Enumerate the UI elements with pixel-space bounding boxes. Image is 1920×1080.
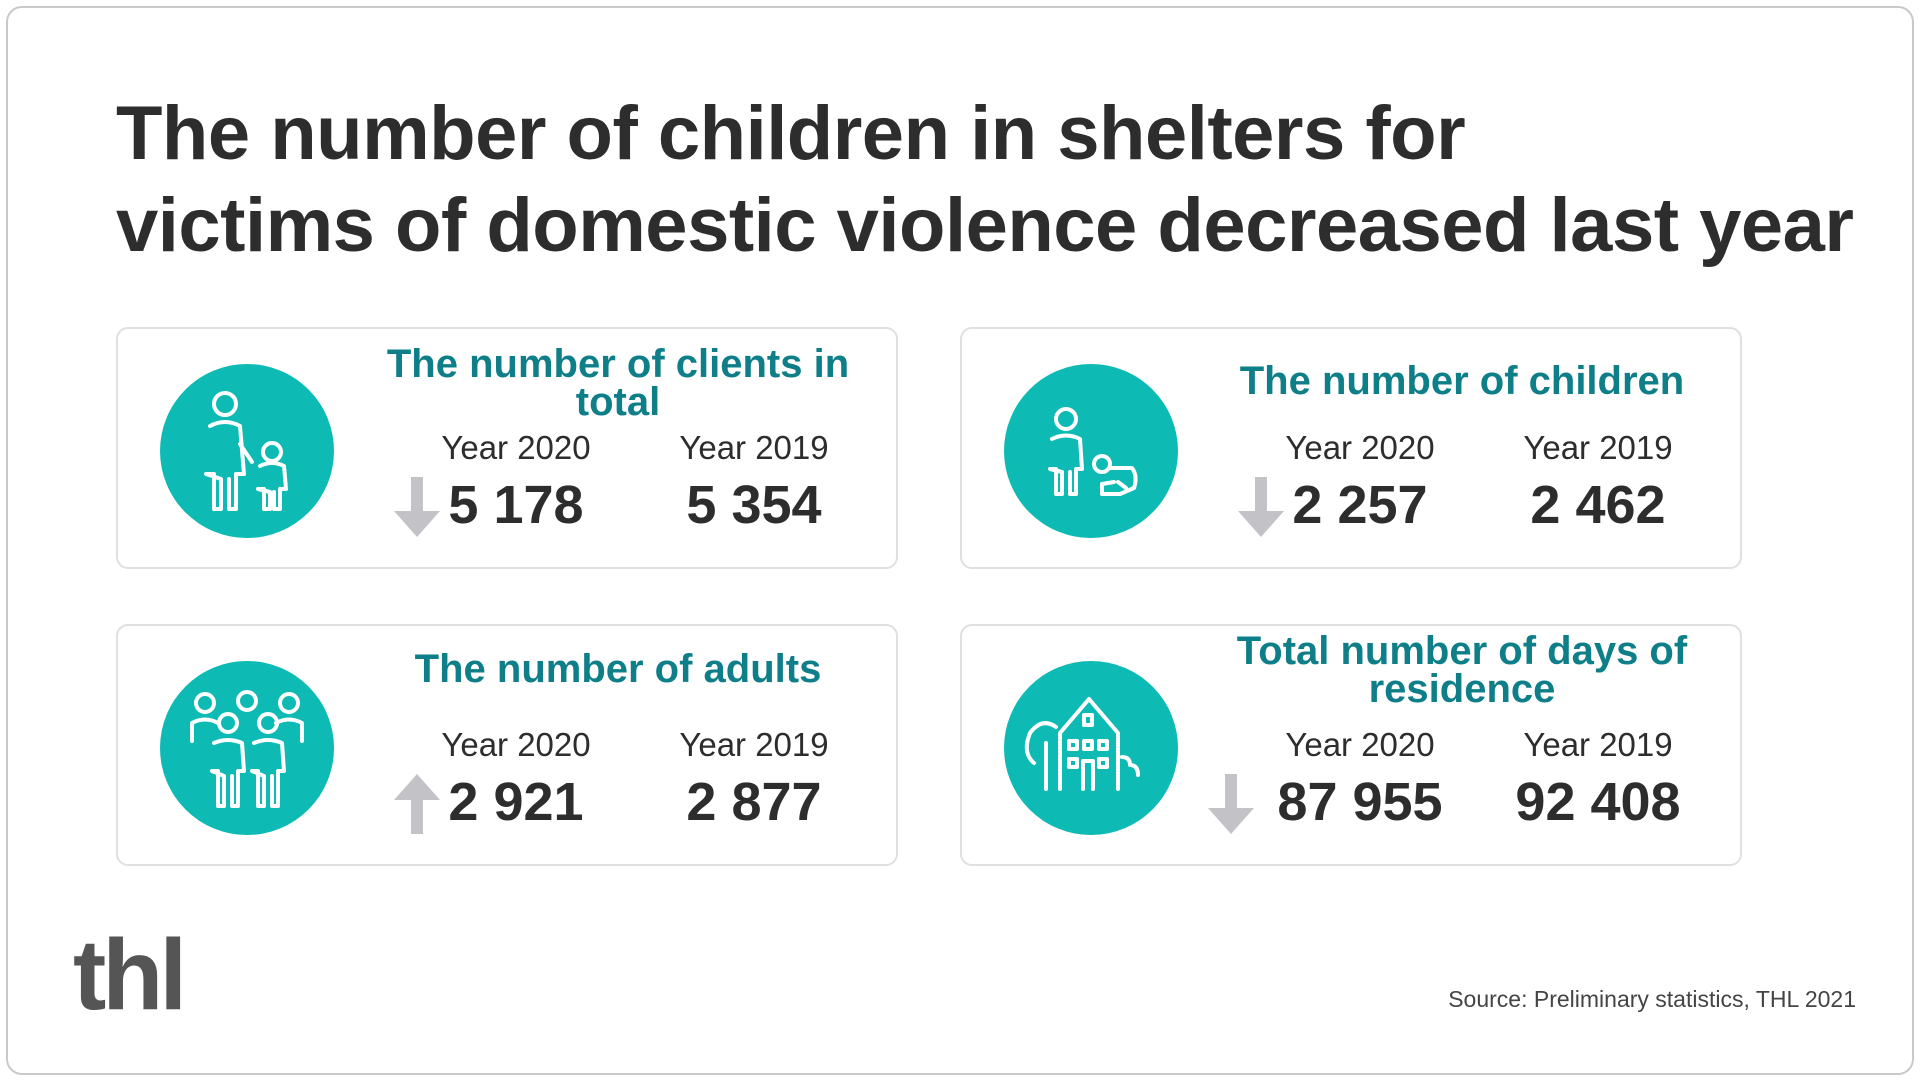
card-title: Total number of days of residence — [1236, 629, 1688, 711]
source-note: Source: Preliminary statistics, THL 2021 — [1448, 986, 1856, 1012]
card-days-of-residence: Total number of days of residence Year 2… — [960, 624, 1742, 866]
value-2019: 2 462 — [1530, 475, 1666, 535]
card-title: The number of children — [1239, 359, 1685, 403]
value-2020: 2 921 — [448, 772, 584, 832]
parent-child-icon — [160, 364, 334, 538]
year-2020-label: Year 2020 — [1285, 429, 1435, 466]
card-adults: The number of adults Year 2020 Year 2019… — [116, 624, 898, 866]
value-2020: 2 257 — [1292, 475, 1428, 535]
year-2020-label: Year 2020 — [1285, 726, 1435, 763]
year-2019-label: Year 2019 — [679, 726, 829, 763]
year-2020-label: Year 2020 — [441, 726, 591, 763]
arrow-down-icon — [1238, 477, 1284, 537]
year-2020-label: Year 2020 — [441, 429, 591, 466]
title-line-1: The number of children in shelters for — [116, 91, 1466, 176]
value-2019: 5 354 — [686, 475, 822, 535]
year-2019-label: Year 2019 — [1523, 429, 1673, 466]
value-2019: 92 408 — [1515, 772, 1681, 832]
year-2019-label: Year 2019 — [679, 429, 829, 466]
card-clients-total: The number of clients in total Year 2020… — [116, 327, 898, 569]
thl-logo: thl — [73, 919, 187, 1031]
page-title: The number of children in shelters for v… — [116, 88, 1854, 272]
year-2019-label: Year 2019 — [1523, 726, 1673, 763]
frame — [6, 6, 1914, 1075]
title-line-2: victims of domestic violence decreased l… — [116, 183, 1854, 268]
card-children: The number of children Year 2020 Year 20… — [960, 327, 1742, 569]
house-icon — [1004, 661, 1178, 835]
arrow-down-icon — [394, 477, 440, 537]
value-2020: 87 955 — [1277, 772, 1443, 832]
card-title: The number of adults — [414, 647, 822, 691]
value-2019: 2 877 — [686, 772, 822, 832]
arrow-down-icon — [1208, 774, 1254, 834]
arrow-up-icon — [394, 774, 440, 834]
group-of-adults-icon — [160, 661, 334, 835]
card-title: The number of clients in total — [386, 342, 850, 424]
value-2020: 5 178 — [448, 475, 584, 535]
adult-and-crawling-child-icon — [1004, 364, 1178, 538]
